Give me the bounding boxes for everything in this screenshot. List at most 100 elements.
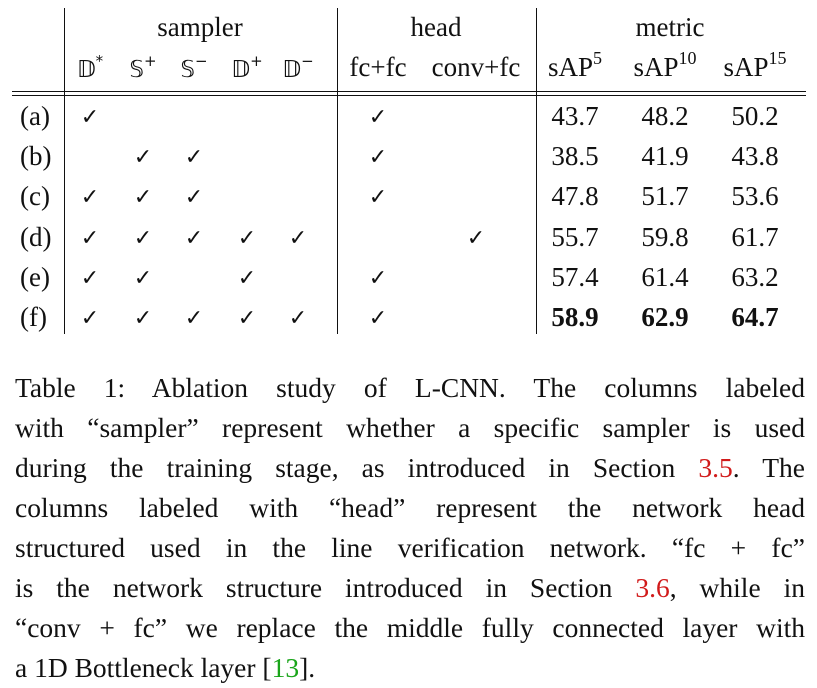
metric-value: 47.8: [551, 181, 599, 211]
check-mark: ✓: [133, 306, 153, 331]
row-label: (b): [20, 141, 52, 171]
check-mark: ✓: [368, 105, 388, 130]
caption-line: structured used in the line verification…: [15, 528, 805, 568]
sampler-col-header: 𝔻*: [77, 52, 104, 85]
header-superscript: 5: [593, 48, 603, 68]
metric-value: 50.2: [731, 101, 779, 131]
caption-line: “conv + fc” we replace the middle fully …: [15, 608, 805, 648]
header-superscript: +: [250, 52, 263, 71]
metric-col-header: sAP15: [723, 49, 786, 82]
check-mark: ✓: [466, 226, 486, 251]
group-header-head: head: [410, 12, 462, 42]
table-rule-header-bottom: [12, 95, 806, 97]
metric-value: 48.2: [641, 101, 689, 131]
metric-value: 41.9: [641, 141, 689, 171]
caption-line: a 1D Bottleneck layer [13].: [15, 648, 805, 688]
metric-value: 64.7: [731, 302, 779, 332]
row-label: (f): [20, 302, 47, 332]
check-mark: ✓: [237, 226, 257, 251]
check-mark: ✓: [288, 306, 308, 331]
metric-value: 43.7: [551, 101, 599, 131]
check-mark: ✓: [133, 185, 153, 210]
metric-col-header: sAP10: [633, 49, 696, 82]
row-label: (d): [20, 222, 52, 252]
table-rule-head-metric: [536, 8, 538, 334]
check-mark: ✓: [133, 145, 153, 170]
metric-value: 57.4: [551, 262, 599, 292]
section-ref-link[interactable]: 3.6: [635, 572, 670, 603]
caption-line: is the network structure introduced in S…: [15, 568, 805, 608]
caption-text: during the training stage, as introduced…: [15, 452, 699, 483]
group-header-sampler: sampler: [157, 12, 243, 42]
row-label: (e): [20, 262, 50, 292]
header-superscript: 10: [678, 48, 697, 68]
row-label: (a): [20, 101, 50, 131]
table-rule-sampler-head: [337, 8, 339, 334]
table-rule-left: [64, 8, 66, 334]
caption-text: structured used in the line verification…: [15, 532, 805, 563]
header-base: sAP: [547, 52, 594, 82]
sampler-col-header: 𝔻−: [282, 52, 314, 85]
head-col-header: fc+fc: [349, 52, 407, 82]
check-mark: ✓: [80, 105, 100, 130]
table-rule-header-top: [12, 91, 806, 93]
caption-line: Table 1: Ablation study of L-CNN. The co…: [15, 368, 805, 408]
caption-text: . The: [732, 452, 805, 483]
check-mark: ✓: [184, 145, 204, 170]
sampler-col-header: 𝕊+: [129, 52, 157, 85]
metric-value: 58.9: [551, 302, 599, 332]
row-label: (c): [20, 181, 50, 211]
caption-line: with “sampler” represent whether a speci…: [15, 408, 805, 448]
caption-text: Table 1: Ablation study of L-CNN. The co…: [15, 372, 805, 403]
caption-text: columns labeled with “head” represent th…: [15, 492, 805, 523]
sampler-col-header: 𝕊−: [180, 52, 208, 85]
metric-value: 59.8: [641, 222, 689, 252]
metric-value: 43.8: [731, 141, 779, 171]
header-base: sAP: [723, 52, 769, 82]
check-mark: ✓: [80, 185, 100, 210]
header-superscript: *: [95, 52, 104, 71]
metric-value: 61.7: [731, 222, 779, 252]
check-mark: ✓: [288, 226, 308, 251]
metric-value: 53.6: [731, 181, 779, 211]
header-superscript: −: [195, 52, 208, 71]
caption-text: with “sampler” represent whether a speci…: [15, 412, 805, 443]
section-ref-link[interactable]: 3.5: [698, 452, 733, 483]
metric-value: 63.2: [731, 262, 779, 292]
caption-text: is the network structure introduced in S…: [15, 572, 636, 603]
caption-text: a 1D Bottleneck layer [: [15, 652, 272, 683]
metric-value: 38.5: [551, 141, 599, 171]
metric-value: 55.7: [551, 222, 599, 252]
header-base: sAP: [633, 52, 679, 82]
check-mark: ✓: [237, 266, 257, 291]
caption-text: , while in: [669, 572, 805, 603]
check-mark: ✓: [133, 266, 153, 291]
metric-value: 61.4: [641, 262, 689, 292]
check-mark: ✓: [368, 266, 388, 291]
header-superscript: −: [301, 52, 314, 71]
caption-line: columns labeled with “head” represent th…: [15, 488, 805, 528]
check-mark: ✓: [368, 306, 388, 331]
header-base: 𝔻: [231, 57, 251, 83]
check-mark: ✓: [80, 306, 100, 331]
metric-value: 51.7: [641, 181, 689, 211]
check-mark: ✓: [80, 226, 100, 251]
check-mark: ✓: [368, 145, 388, 170]
head-col-header: conv+fc: [431, 52, 521, 82]
check-mark: ✓: [80, 266, 100, 291]
group-header-metric: metric: [635, 12, 705, 42]
check-mark: ✓: [368, 185, 388, 210]
citation-link[interactable]: 13: [271, 652, 300, 683]
metric-col-header: sAP5: [547, 49, 602, 82]
sampler-col-header: 𝔻+: [231, 52, 263, 85]
metric-value: 62.9: [641, 302, 689, 332]
header-base: 𝕊: [129, 57, 145, 83]
header-base: 𝔻: [282, 57, 302, 83]
ablation-table: sampler head metric 𝔻* 𝕊+ 𝕊− 𝔻+ 𝔻− fc+fc conv+…: [12, 8, 806, 334]
check-mark: ✓: [237, 306, 257, 331]
check-mark: ✓: [184, 306, 204, 331]
table-caption: Table 1: Ablation study of L-CNN. The co…: [15, 368, 805, 688]
header-superscript: +: [144, 52, 157, 71]
caption-text: “conv + fc” we replace the middle fully …: [15, 612, 805, 643]
check-mark: ✓: [133, 226, 153, 251]
